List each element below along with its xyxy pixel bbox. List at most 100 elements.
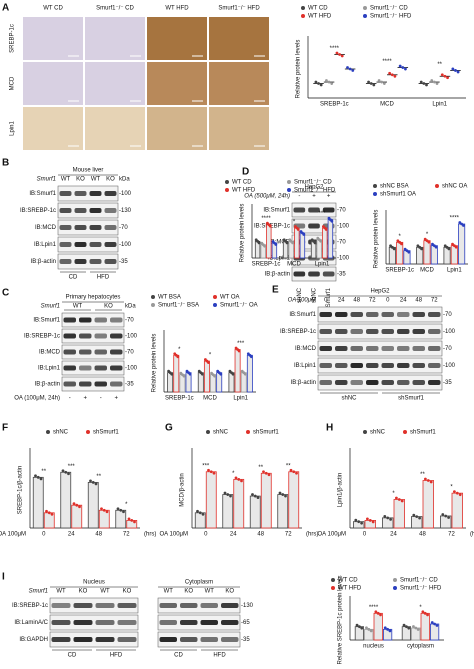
- data-dot: [102, 508, 106, 512]
- panel-label: H: [326, 423, 333, 434]
- blot-band: [104, 242, 117, 247]
- blot-band: [59, 259, 72, 264]
- kda-title: kDa: [119, 177, 130, 183]
- legend-label: Smurf1⁻/⁻ OA: [220, 303, 258, 309]
- bar: [451, 492, 464, 529]
- legend-marker: [287, 180, 291, 184]
- blot-band: [73, 637, 93, 642]
- lane-label: -: [100, 396, 102, 402]
- lane-label: +: [327, 194, 331, 200]
- blot-band: [94, 365, 107, 371]
- kda-marker: -100: [119, 242, 132, 248]
- histology-image: [23, 107, 83, 150]
- blot-band: [51, 620, 71, 625]
- data-dot: [223, 491, 227, 495]
- panel-label: E: [272, 285, 279, 296]
- legend-marker: [287, 188, 291, 192]
- data-dot: [358, 625, 361, 629]
- panel-label: G: [165, 423, 173, 434]
- data-dot: [440, 73, 444, 77]
- data-dot: [369, 82, 373, 85]
- x-tick-label: 48: [419, 532, 426, 538]
- top-label: OA 100μM: [288, 298, 316, 304]
- data-dot: [116, 507, 120, 511]
- data-dot: [207, 468, 210, 472]
- data-dot: [458, 493, 462, 497]
- data-dot: [455, 491, 459, 495]
- panel-label: D: [242, 167, 249, 178]
- blot-band: [221, 620, 239, 625]
- data-dot: [388, 71, 392, 75]
- lane-label: 72: [369, 298, 376, 304]
- x-tick-label: 24: [390, 532, 397, 538]
- blot-frame: [61, 312, 125, 328]
- data-dot: [426, 479, 430, 482]
- data-dot: [91, 481, 95, 484]
- blot-band: [397, 312, 410, 317]
- legend-marker: [403, 430, 407, 434]
- blot-band: [94, 333, 107, 339]
- blot-band: [335, 312, 348, 317]
- blot-frame: [57, 236, 119, 253]
- data-dot: [412, 513, 416, 517]
- data-dot: [314, 80, 318, 84]
- data-dot: [366, 517, 369, 521]
- data-dot: [243, 372, 247, 376]
- blot-row-label: IB:Lpin1: [294, 363, 317, 369]
- data-dot: [130, 519, 134, 522]
- blot-row-label: IB:Lpin1: [34, 242, 57, 248]
- blot-frame: [157, 631, 241, 648]
- blot-band: [335, 380, 348, 385]
- data-dot: [176, 355, 180, 359]
- data-dot: [133, 520, 136, 524]
- data-dot: [407, 250, 411, 254]
- blot-frame: [61, 328, 125, 344]
- blot-band: [63, 349, 76, 355]
- data-dot: [330, 219, 334, 223]
- x-tick-label: Lpin1: [432, 102, 447, 108]
- data-dot: [285, 241, 289, 245]
- data-dot: [423, 611, 427, 615]
- significance: *: [209, 353, 212, 359]
- data-dot: [414, 626, 418, 630]
- data-dot: [319, 83, 323, 87]
- bar: [222, 494, 234, 529]
- legend-label: WT HFD: [338, 586, 362, 592]
- y-axis-label: MCD/β-actin: [180, 473, 186, 506]
- legend-marker: [331, 578, 335, 582]
- legend-marker: [301, 14, 305, 18]
- blot-title: HepG2: [304, 185, 324, 191]
- legend-marker: [151, 303, 155, 307]
- blot-frame: [317, 306, 443, 323]
- kda-marker: -35: [125, 382, 134, 388]
- top-label: Smurf1: [41, 304, 60, 310]
- data-dot: [234, 476, 238, 480]
- legend-label: shSmurf1: [410, 430, 436, 436]
- blot-band: [397, 329, 410, 334]
- blot-band: [366, 346, 379, 351]
- blot-frame: [49, 614, 139, 631]
- histology-image: [209, 17, 269, 60]
- blot-band: [366, 329, 379, 334]
- x-tick-label: MCD: [380, 102, 394, 108]
- histology-image: [209, 107, 269, 150]
- lane-label: KO: [123, 589, 132, 595]
- data-dot: [435, 82, 439, 85]
- x-tick-label: 0: [363, 532, 367, 538]
- top-label: Smurf1: [29, 589, 48, 595]
- legend-label: Smurf1⁻/⁻ HFD: [400, 586, 442, 592]
- column-header: Smurf1⁻/⁻ HFD: [218, 6, 260, 12]
- blot-band: [63, 317, 76, 323]
- data-dot: [382, 82, 386, 85]
- legend-label: WT BSA: [158, 295, 181, 301]
- blot-title: Cytoplasm: [185, 580, 213, 586]
- bar: [87, 481, 99, 529]
- data-dot: [72, 502, 76, 506]
- legend-label: shNC: [213, 430, 229, 436]
- blot-title: Primary hepatocytes: [66, 295, 121, 301]
- kda-marker: -130: [119, 208, 132, 214]
- data-dot: [39, 477, 43, 481]
- data-dot: [405, 625, 408, 629]
- blot-row-label: IB:SREBP-1c: [254, 224, 290, 230]
- blot-band: [63, 381, 76, 387]
